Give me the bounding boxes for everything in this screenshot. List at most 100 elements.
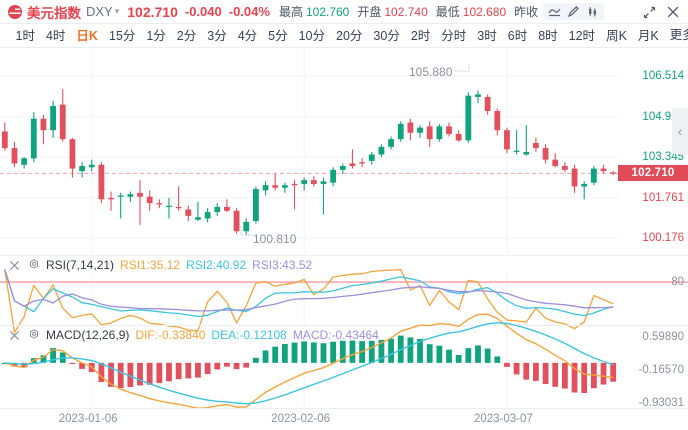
macd-histogram-bar	[175, 362, 182, 380]
candle	[127, 191, 134, 202]
high-annotation-leader	[455, 63, 470, 72]
timeframe-tab-10[interactable]: 20分	[331, 25, 368, 47]
macd-chart[interactable]	[0, 313, 688, 410]
candle-body	[590, 168, 597, 183]
symbol-name: 美元指数	[27, 5, 81, 21]
macd-histogram-bar	[310, 342, 317, 363]
candle-body	[359, 162, 366, 164]
candle	[407, 118, 414, 141]
candlestick-icon[interactable]	[583, 3, 602, 20]
macd-histogram-bar	[40, 355, 47, 363]
rsi-gear-icon[interactable]	[27, 259, 40, 272]
candle	[330, 167, 337, 187]
macd-histogram-bar	[330, 341, 337, 363]
timeframe-tab-18[interactable]: 周K	[601, 25, 633, 47]
timeframe-tab-label: 3分	[207, 28, 227, 43]
rsi-chart[interactable]	[0, 269, 688, 335]
candle	[166, 197, 172, 219]
candle	[368, 151, 375, 165]
timeframe-tab-14[interactable]: 3时	[472, 25, 502, 47]
timeframe-tab-1[interactable]: 4时	[40, 25, 70, 47]
candle	[11, 141, 18, 168]
timeframe-tab-16[interactable]: 8时	[533, 25, 563, 47]
candle-body	[79, 166, 85, 172]
candle-body	[600, 168, 607, 172]
candle-body	[1, 131, 8, 149]
macd-histogram-bar	[436, 345, 443, 363]
rsi-close-icon[interactable]	[8, 259, 21, 272]
timeframe-tab-13[interactable]: 分时	[436, 25, 472, 47]
rsi-panel-divider	[0, 255, 688, 256]
timeframe-tab-0[interactable]: 1时	[10, 25, 40, 47]
macd-histogram-bar	[494, 356, 501, 363]
macd-histogram-bar	[50, 348, 57, 363]
timeframe-tab-label: 2时	[410, 28, 431, 43]
macd-histogram-bar	[475, 345, 481, 363]
macd-close-icon[interactable]	[8, 329, 21, 342]
candle	[224, 199, 230, 213]
macd-histogram-bar	[127, 362, 134, 387]
timeframe-tab-label: 月K	[637, 28, 659, 43]
timeframe-tab-8[interactable]: 5分	[263, 25, 293, 47]
macd-histogram-bar	[98, 362, 105, 383]
timeframe-tab-15[interactable]: 6时	[502, 25, 532, 47]
tab-more[interactable]: 更多▾	[664, 24, 688, 48]
price-axis-label-3: 101.761	[642, 191, 684, 204]
timeframe-tab-4[interactable]: 1分	[141, 25, 171, 47]
symbol-dropdown-caret[interactable]: ▾	[114, 6, 120, 16]
candle	[243, 218, 250, 236]
candle-body	[59, 104, 66, 140]
macd-histogram-bar	[214, 362, 221, 370]
chart-area[interactable]: 106.514 104.929 103.345 101.761 100.176 102.7…	[0, 48, 688, 430]
candle	[50, 100, 57, 138]
candle	[494, 108, 501, 136]
candle	[446, 122, 452, 137]
candle	[378, 144, 385, 158]
timeframe-tab-6[interactable]: 3分	[202, 25, 232, 47]
expand-arrows-icon[interactable]	[640, 3, 658, 21]
candle-body	[455, 134, 462, 141]
timeframe-tab-12[interactable]: 2时	[405, 25, 435, 47]
candle	[504, 127, 510, 154]
low-annotation: 100.810	[253, 232, 297, 246]
macd-histogram-bar	[262, 350, 269, 363]
candle-body	[378, 146, 385, 155]
timeframe-tab-9[interactable]: 10分	[293, 25, 330, 47]
macd-histogram-bar	[600, 362, 607, 385]
header-tool-group	[543, 3, 605, 20]
last-price: 102.710	[127, 3, 178, 20]
timeframe-tab-label: 周K	[606, 28, 627, 43]
timeframe-tab-5[interactable]: 2分	[171, 25, 201, 47]
candle	[1, 122, 8, 151]
candle-body	[561, 166, 568, 170]
candle	[59, 89, 66, 142]
close-icon[interactable]	[664, 3, 682, 21]
macd-histogram-bar	[224, 362, 230, 367]
candle	[542, 144, 549, 164]
price-change: -0.040	[184, 4, 222, 19]
macd-histogram-bar	[204, 362, 211, 375]
candle	[214, 203, 221, 216]
chevron-left-icon[interactable]: ‹	[672, 108, 688, 154]
timeframe-tab-label: 5分	[268, 28, 288, 43]
line-chart-icon[interactable]	[545, 3, 564, 20]
timeframe-tab-17[interactable]: 12时	[563, 25, 600, 47]
us-flag-icon	[8, 4, 22, 19]
macd-histogram-bar	[137, 362, 143, 386]
candlestick-chart[interactable]	[0, 48, 688, 260]
candle	[117, 192, 124, 219]
timeframe-tab-3[interactable]: 15分	[103, 25, 140, 47]
timeframe-tab-19[interactable]: 月K	[632, 25, 664, 47]
timeframe-tab-11[interactable]: 30分	[368, 25, 405, 47]
candle-body	[349, 163, 356, 167]
timeframe-tab-2[interactable]: 日K	[71, 25, 104, 47]
macd-histogram-bar	[552, 362, 559, 387]
macd-histogram-bar	[465, 348, 472, 363]
macd-histogram-bar	[581, 362, 588, 394]
timeframe-tab-7[interactable]: 4分	[232, 25, 262, 47]
candle	[175, 186, 182, 211]
candle-body	[368, 154, 375, 161]
macd-histogram-bar	[407, 337, 414, 363]
macd-gear-icon[interactable]	[27, 329, 40, 342]
pencil-icon[interactable]	[564, 3, 583, 20]
